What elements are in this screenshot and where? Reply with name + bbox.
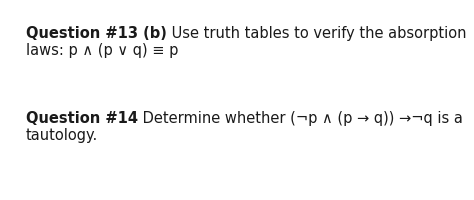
Text: Question #13 (b): Question #13 (b) <box>26 26 167 41</box>
Text: Question #14: Question #14 <box>26 110 138 125</box>
Text: tautology.: tautology. <box>26 127 98 142</box>
Text: laws: p ∧ (p ∨ q) ≡ p: laws: p ∧ (p ∨ q) ≡ p <box>26 43 178 58</box>
Text: Use truth tables to verify the absorption: Use truth tables to verify the absorptio… <box>167 26 466 41</box>
Text: Determine whether (¬p ∧ (p → q)) →¬q is a: Determine whether (¬p ∧ (p → q)) →¬q is … <box>138 110 463 125</box>
